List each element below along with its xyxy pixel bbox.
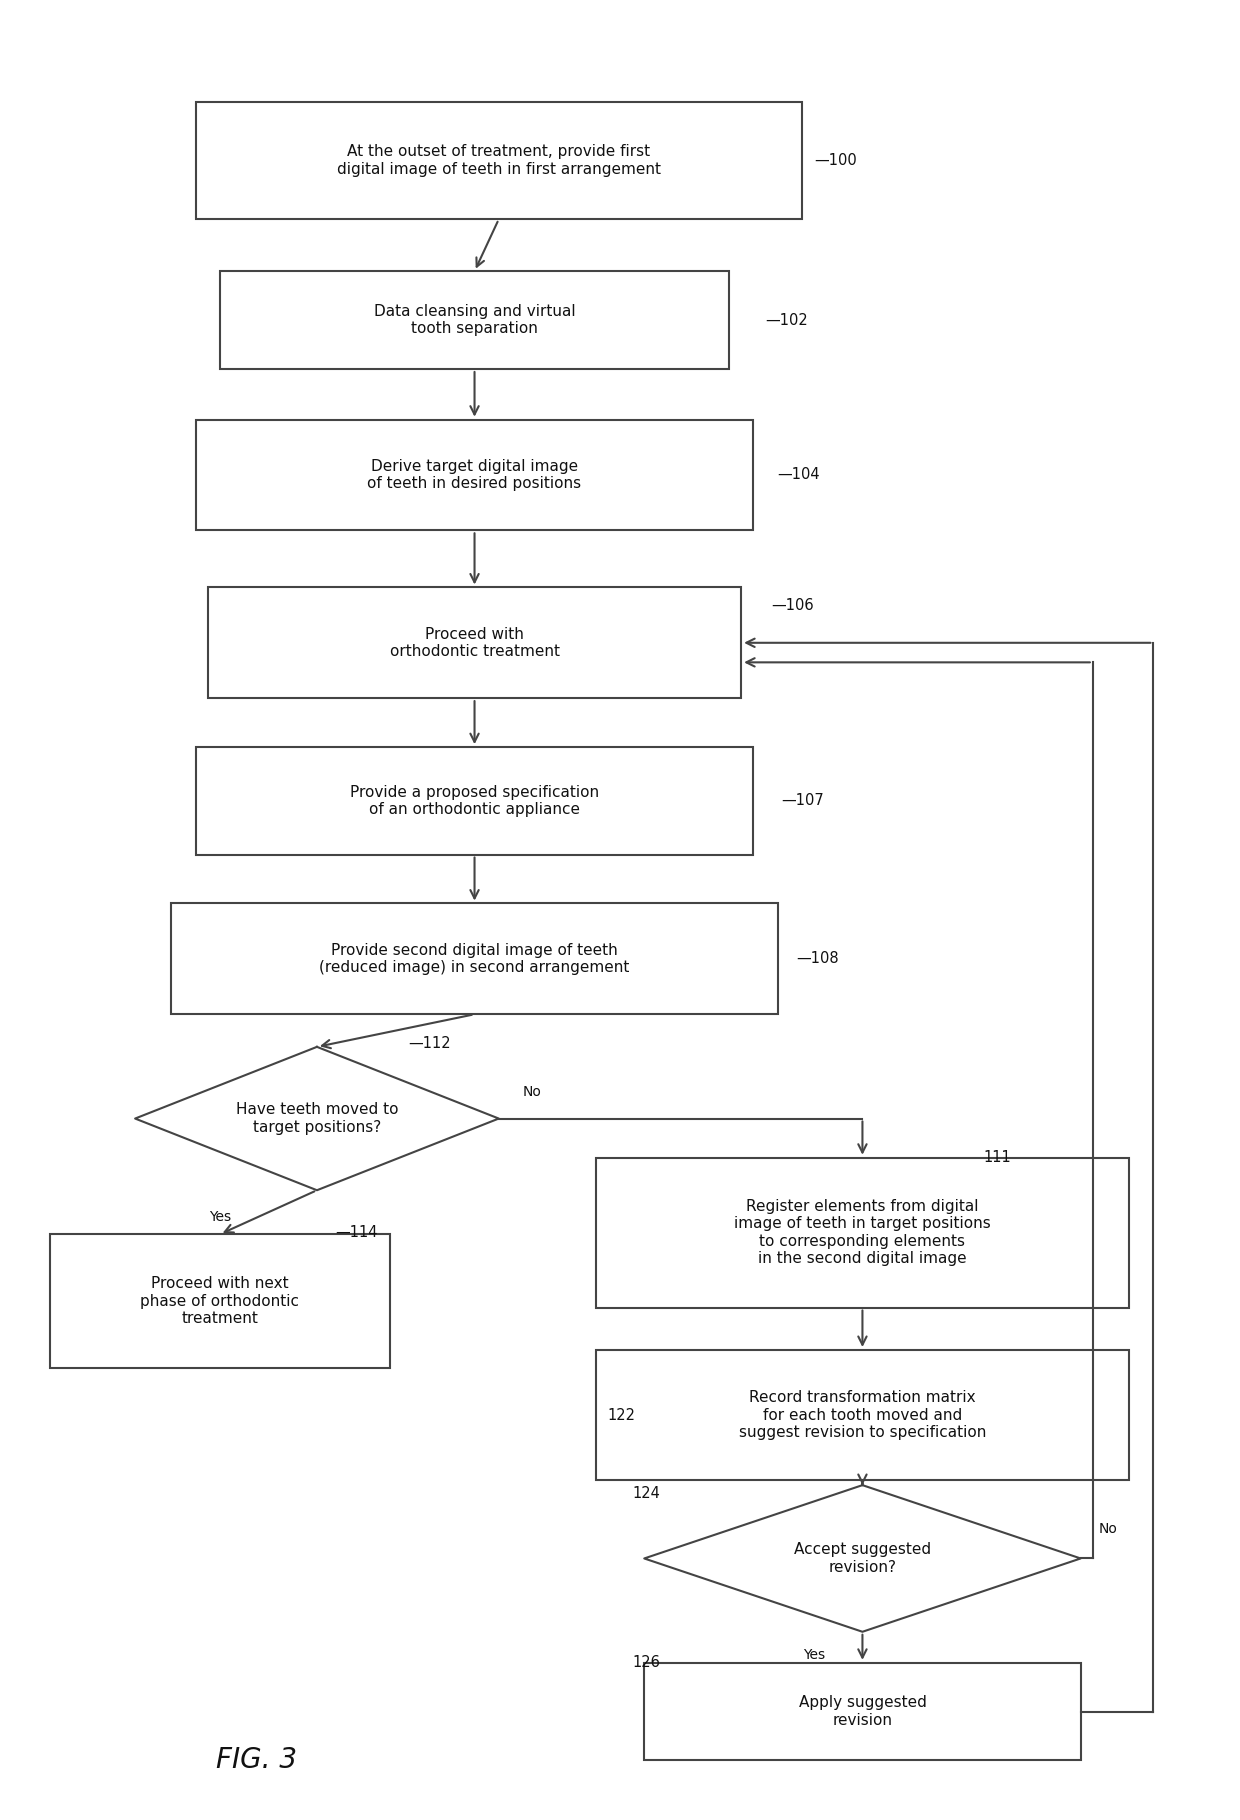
Text: Yes: Yes: [208, 1210, 231, 1223]
Polygon shape: [135, 1046, 498, 1190]
FancyBboxPatch shape: [219, 271, 729, 369]
FancyBboxPatch shape: [208, 588, 742, 699]
Text: —102: —102: [765, 313, 808, 328]
Text: Yes: Yes: [802, 1649, 825, 1662]
Text: At the outset of treatment, provide first
digital image of teeth in first arrang: At the outset of treatment, provide firs…: [337, 144, 661, 177]
Text: 122: 122: [608, 1407, 636, 1423]
FancyBboxPatch shape: [171, 903, 777, 1014]
Text: Record transformation matrix
for each tooth moved and
suggest revision to specif: Record transformation matrix for each to…: [739, 1390, 986, 1440]
Text: Register elements from digital
image of teeth in target positions
to correspondi: Register elements from digital image of …: [734, 1199, 991, 1267]
Text: No: No: [1099, 1522, 1117, 1536]
Text: Apply suggested
revision: Apply suggested revision: [799, 1696, 926, 1727]
Text: Have teeth moved to
target positions?: Have teeth moved to target positions?: [236, 1103, 398, 1134]
Polygon shape: [645, 1485, 1080, 1633]
Text: —112: —112: [408, 1036, 450, 1052]
Text: —104: —104: [777, 468, 820, 482]
Text: 111: 111: [983, 1150, 1012, 1165]
Text: Data cleansing and virtual
tooth separation: Data cleansing and virtual tooth separat…: [373, 304, 575, 337]
Text: —114: —114: [335, 1225, 378, 1239]
Text: No: No: [523, 1085, 542, 1099]
FancyBboxPatch shape: [595, 1350, 1130, 1480]
FancyBboxPatch shape: [645, 1663, 1080, 1760]
FancyBboxPatch shape: [196, 102, 802, 218]
FancyBboxPatch shape: [51, 1234, 389, 1369]
Text: Derive target digital image
of teeth in desired positions: Derive target digital image of teeth in …: [367, 459, 582, 491]
Text: —108: —108: [796, 952, 838, 966]
Text: Proceed with
orthodontic treatment: Proceed with orthodontic treatment: [389, 626, 559, 659]
Text: Provide a proposed specification
of an orthodontic appliance: Provide a proposed specification of an o…: [350, 784, 599, 817]
FancyBboxPatch shape: [196, 746, 754, 855]
Text: FIG. 3: FIG. 3: [216, 1747, 296, 1774]
Text: —106: —106: [771, 597, 815, 613]
Text: —100: —100: [813, 153, 857, 167]
Text: Provide second digital image of teeth
(reduced image) in second arrangement: Provide second digital image of teeth (r…: [320, 943, 630, 976]
Text: Proceed with next
phase of orthodontic
treatment: Proceed with next phase of orthodontic t…: [140, 1276, 300, 1327]
Text: 124: 124: [632, 1485, 660, 1502]
Text: —107: —107: [781, 794, 823, 808]
FancyBboxPatch shape: [196, 420, 754, 530]
Text: 126: 126: [632, 1654, 660, 1671]
Text: Accept suggested
revision?: Accept suggested revision?: [794, 1542, 931, 1574]
FancyBboxPatch shape: [595, 1158, 1130, 1307]
